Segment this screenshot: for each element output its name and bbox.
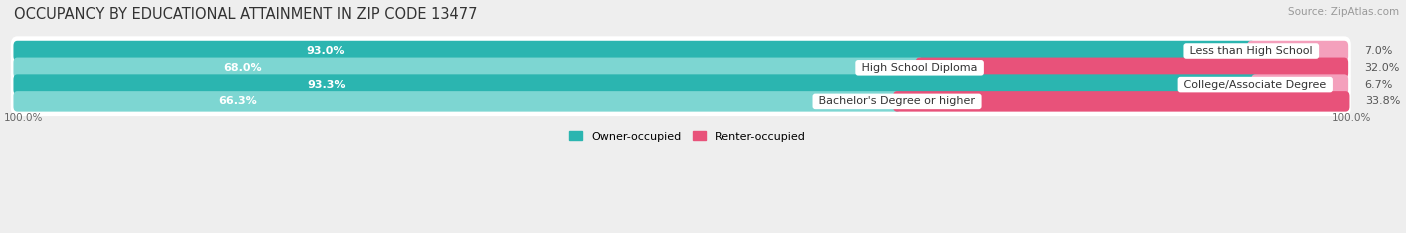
FancyBboxPatch shape [14, 91, 901, 112]
Text: College/Associate Degree: College/Associate Degree [1181, 80, 1330, 90]
Text: 32.0%: 32.0% [1364, 63, 1399, 73]
FancyBboxPatch shape [1251, 74, 1348, 95]
FancyBboxPatch shape [14, 58, 924, 78]
Text: 66.3%: 66.3% [218, 96, 257, 106]
FancyBboxPatch shape [11, 36, 1351, 66]
Text: 6.7%: 6.7% [1364, 80, 1392, 90]
Text: Source: ZipAtlas.com: Source: ZipAtlas.com [1288, 7, 1399, 17]
Text: 68.0%: 68.0% [224, 63, 263, 73]
Text: 100.0%: 100.0% [1331, 113, 1371, 123]
FancyBboxPatch shape [915, 58, 1348, 78]
Text: 93.3%: 93.3% [308, 80, 346, 90]
Legend: Owner-occupied, Renter-occupied: Owner-occupied, Renter-occupied [565, 127, 810, 146]
FancyBboxPatch shape [11, 53, 1351, 82]
Text: 33.8%: 33.8% [1365, 96, 1400, 106]
FancyBboxPatch shape [14, 74, 1260, 95]
Text: High School Diploma: High School Diploma [858, 63, 981, 73]
FancyBboxPatch shape [1247, 41, 1348, 61]
Text: 100.0%: 100.0% [4, 113, 44, 123]
FancyBboxPatch shape [893, 91, 1350, 112]
Text: OCCUPANCY BY EDUCATIONAL ATTAINMENT IN ZIP CODE 13477: OCCUPANCY BY EDUCATIONAL ATTAINMENT IN Z… [14, 7, 478, 22]
Text: Bachelor's Degree or higher: Bachelor's Degree or higher [815, 96, 979, 106]
FancyBboxPatch shape [11, 70, 1351, 99]
FancyBboxPatch shape [11, 87, 1351, 116]
Text: 93.0%: 93.0% [307, 46, 344, 56]
Text: 7.0%: 7.0% [1364, 46, 1392, 56]
Text: Less than High School: Less than High School [1187, 46, 1316, 56]
FancyBboxPatch shape [14, 41, 1256, 61]
